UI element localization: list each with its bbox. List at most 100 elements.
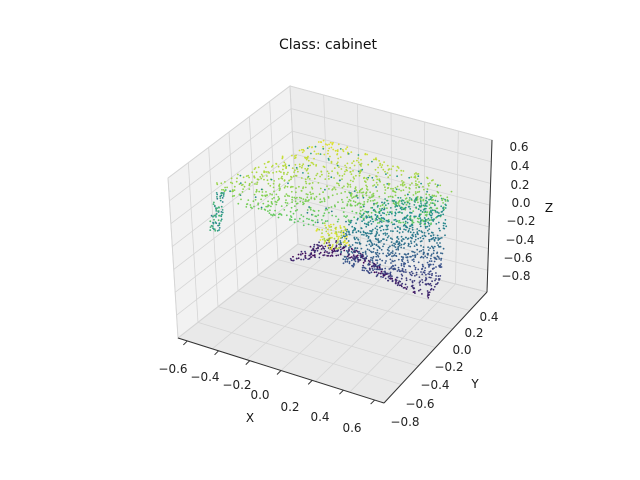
side-panel-point bbox=[393, 259, 396, 262]
top-panel-point bbox=[397, 202, 400, 204]
side-panel-point bbox=[359, 231, 362, 234]
top-panel-point bbox=[252, 200, 255, 203]
top-panel-point bbox=[336, 193, 338, 195]
top-panel-point bbox=[414, 180, 417, 183]
top-panel-point bbox=[312, 163, 315, 166]
side-panel-point bbox=[389, 258, 392, 261]
lower-fin-point bbox=[397, 281, 400, 284]
side-panel-point bbox=[402, 199, 405, 202]
side-panel-point bbox=[397, 258, 400, 261]
top-panel-point bbox=[286, 202, 289, 205]
lower-fin-point bbox=[339, 253, 342, 256]
top-panel-point bbox=[413, 173, 416, 175]
top-panel-point bbox=[220, 182, 223, 185]
lower-fin-point bbox=[348, 248, 350, 251]
side-panel-point bbox=[394, 264, 397, 267]
top-panel-point bbox=[391, 195, 394, 198]
top-panel-point bbox=[351, 162, 353, 165]
top-panel-point bbox=[397, 167, 400, 169]
top-panel-point bbox=[302, 163, 305, 166]
top-panel-point bbox=[368, 174, 371, 177]
top-panel-point bbox=[290, 190, 293, 193]
lower-fin-point bbox=[350, 256, 353, 258]
top-panel-point bbox=[362, 205, 365, 208]
side-panel-point bbox=[345, 257, 348, 260]
top-panel-point bbox=[341, 186, 344, 189]
top-panel-point bbox=[344, 170, 346, 173]
top-panel-point bbox=[336, 161, 339, 164]
top-panel-point bbox=[245, 175, 248, 178]
top-panel-point bbox=[374, 219, 377, 222]
top-panel-point bbox=[314, 145, 317, 148]
top-panel-point bbox=[336, 171, 339, 174]
top-panel-point bbox=[321, 219, 323, 221]
side-panel-point bbox=[373, 243, 376, 246]
side-panel-point bbox=[357, 217, 359, 220]
side-panel-point bbox=[401, 260, 404, 263]
top-panel-point bbox=[365, 177, 368, 180]
side-panel-point bbox=[402, 208, 405, 211]
y-tick-label: −0.6 bbox=[405, 397, 434, 411]
side-panel-point bbox=[419, 221, 422, 223]
side-panel-point bbox=[420, 240, 423, 242]
side-panel-point bbox=[375, 234, 377, 237]
side-panel-point bbox=[411, 272, 414, 275]
side-panel-point bbox=[423, 272, 426, 274]
left-edge-point bbox=[220, 213, 223, 216]
side-panel-point bbox=[427, 291, 430, 294]
top-panel-point bbox=[349, 183, 352, 186]
top-panel-point bbox=[259, 176, 262, 178]
side-panel-point bbox=[407, 253, 409, 256]
lower-fin-point bbox=[322, 246, 324, 248]
side-panel-point bbox=[432, 247, 435, 250]
top-panel-point bbox=[389, 174, 391, 177]
center-bright-point bbox=[343, 237, 346, 239]
side-panel-point bbox=[386, 232, 389, 235]
top-panel-point bbox=[427, 184, 430, 187]
lower-fin-point bbox=[310, 249, 313, 252]
top-panel-point bbox=[390, 221, 393, 224]
top-panel-point bbox=[365, 194, 368, 197]
top-panel-point bbox=[383, 207, 386, 210]
back-pane-vgridline bbox=[423, 121, 426, 277]
top-panel-point bbox=[283, 209, 286, 211]
side-panel-point bbox=[428, 238, 431, 241]
side-panel-point bbox=[387, 235, 390, 237]
side-panel-point bbox=[444, 207, 447, 209]
side-panel-point bbox=[366, 269, 368, 272]
side-panel-point bbox=[375, 238, 378, 241]
side-panel-point bbox=[368, 272, 371, 275]
side-panel-point bbox=[348, 231, 350, 234]
top-panel-point bbox=[302, 198, 305, 201]
side-panel-point bbox=[424, 222, 427, 225]
top-panel-point bbox=[294, 174, 297, 177]
center-bright-point bbox=[327, 232, 329, 235]
top-panel-point bbox=[290, 206, 293, 209]
side-panel-point bbox=[397, 266, 400, 269]
side-panel-point bbox=[387, 202, 390, 205]
side-panel-point bbox=[387, 224, 389, 227]
top-panel-point bbox=[359, 202, 362, 205]
top-panel-point bbox=[257, 166, 260, 169]
side-panel-point bbox=[386, 226, 389, 228]
lower-fin-point bbox=[332, 247, 335, 250]
side-panel-point bbox=[398, 211, 401, 213]
side-panel-point bbox=[435, 258, 438, 261]
top-panel-point bbox=[223, 190, 226, 193]
lower-fin-point bbox=[388, 275, 390, 278]
left-edge-point bbox=[215, 216, 217, 218]
lower-fin-point bbox=[316, 243, 318, 246]
side-panel-point bbox=[376, 262, 379, 264]
side-panel-point bbox=[356, 242, 359, 244]
top-panel-point bbox=[354, 201, 357, 204]
side-panel-point bbox=[442, 227, 445, 230]
top-panel-point bbox=[396, 165, 399, 168]
top-panel-point bbox=[390, 168, 393, 171]
side-panel-point bbox=[427, 246, 429, 249]
lower-fin-point bbox=[338, 243, 340, 246]
side-panel-point bbox=[404, 229, 407, 231]
side-panel-point bbox=[354, 260, 357, 263]
top-panel-point bbox=[310, 152, 312, 155]
top-panel-point bbox=[369, 191, 371, 194]
side-panel-point bbox=[340, 251, 342, 254]
